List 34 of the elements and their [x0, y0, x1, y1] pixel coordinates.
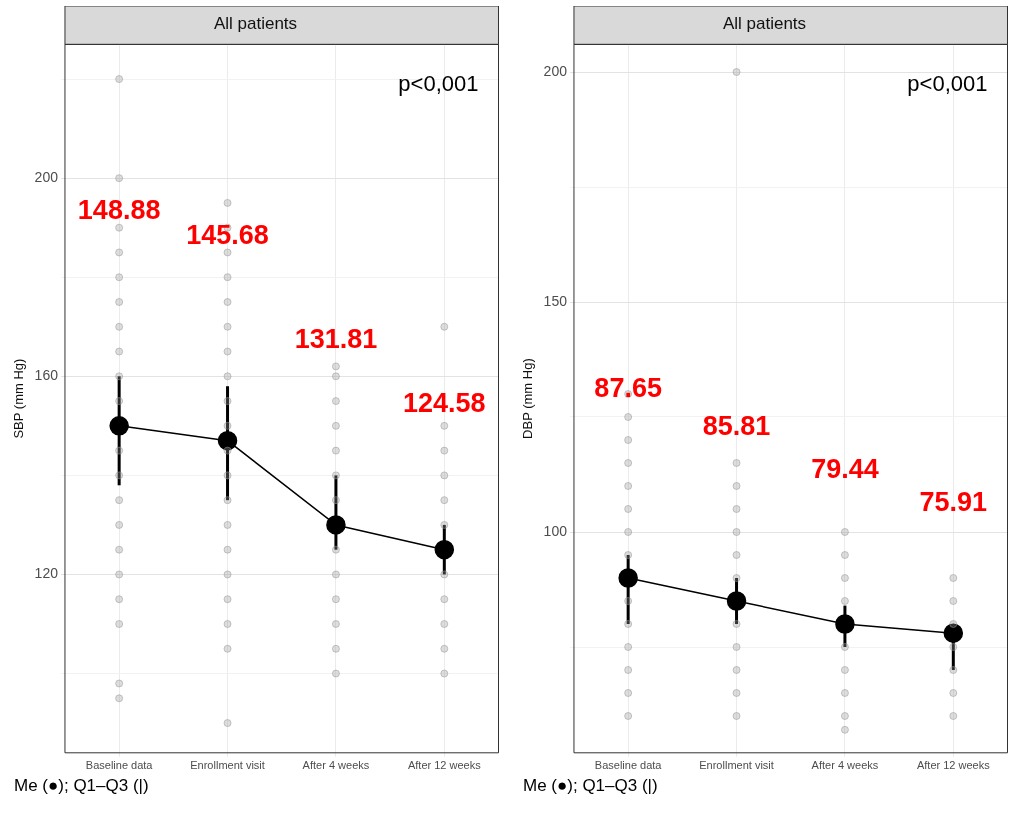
text: Me (●); Q1–Q3 (|): [523, 776, 659, 797]
y-axis-title: SBP (mm Hg): [11, 358, 27, 439]
annotation: 85.81: [702, 411, 771, 442]
x-tick-label: Baseline data: [85, 759, 154, 772]
annotation: 87.65: [594, 373, 662, 404]
point: [326, 515, 346, 535]
chart-title: All patients: [722, 13, 807, 33]
x-tick-label: After 4 weeks: [302, 759, 370, 772]
annotation: 124.58: [403, 388, 486, 419]
point: [217, 430, 238, 451]
point: [109, 416, 129, 436]
annotation: p<0,001: [907, 71, 988, 97]
annotation: p<0,001: [398, 71, 479, 97]
annotation: 79.44: [811, 454, 879, 485]
point: [434, 539, 455, 560]
y-tick-label: 150: [543, 292, 568, 309]
y-tick-label: 120: [34, 565, 59, 582]
annotation: 75.91: [919, 487, 988, 518]
annotation: 145.68: [186, 219, 269, 250]
y-tick-label: 200: [34, 169, 59, 186]
x-tick-label: After 12 weeks: [407, 759, 482, 772]
chart-title: All patients: [213, 13, 298, 33]
x-tick-label: Baseline data: [594, 759, 663, 772]
annotation: 131.81: [294, 323, 378, 354]
x-tick-label: Enrollment visit: [699, 759, 774, 772]
y-tick-label: 200: [543, 62, 568, 79]
y-tick-label: 100: [543, 522, 568, 539]
annotation: 148.88: [77, 194, 161, 225]
x-tick-label: Enrollment visit: [190, 759, 265, 772]
text: Me (●); Q1–Q3 (|): [14, 776, 150, 797]
y-axis-title: DBP (mm Hg): [520, 358, 536, 439]
y-tick-label: 160: [34, 367, 59, 384]
x-tick-label: After 12 weeks: [916, 759, 991, 772]
x-tick-label: After 4 weeks: [811, 759, 879, 772]
